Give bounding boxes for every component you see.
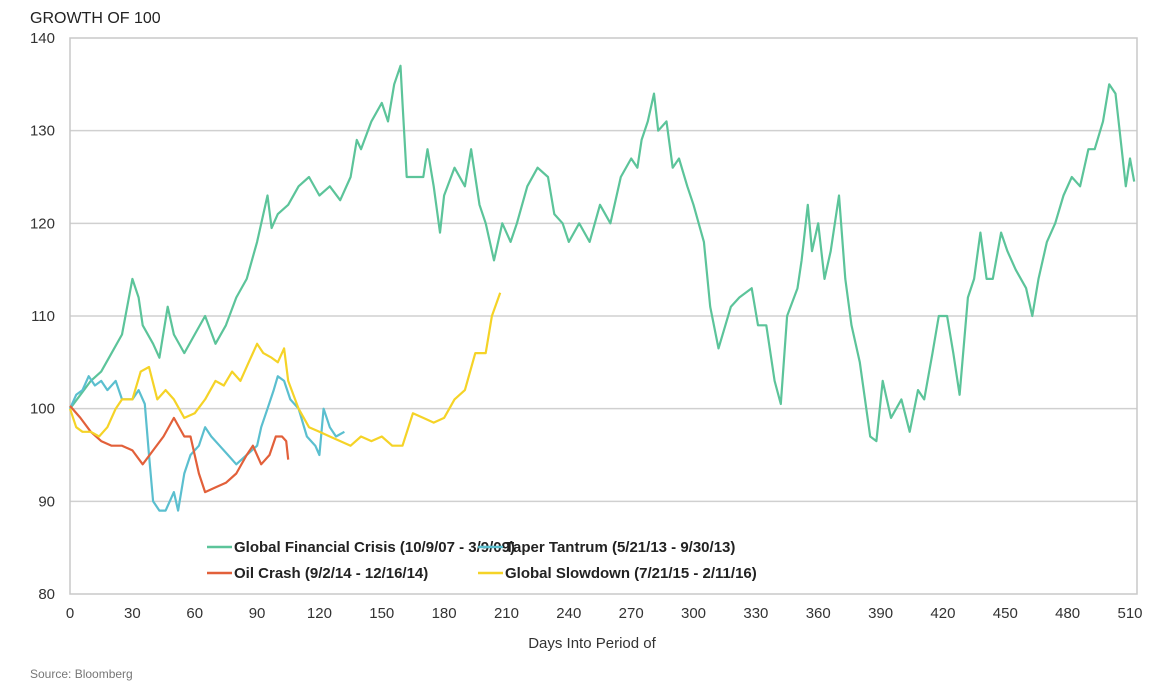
y-tick-label: 130: [30, 123, 55, 140]
y-axis: 80 90 100 110 120 130 140: [30, 30, 55, 603]
x-tick-label: 90: [249, 605, 266, 622]
source-note: Source: Bloomberg: [30, 667, 133, 681]
x-tick-label: 450: [993, 605, 1018, 622]
legend-label: Global Financial Crisis (10/9/07 - 3/9/0…: [234, 539, 515, 556]
series-line-2: [69, 405, 290, 494]
legend-label: Global Slowdown (7/21/15 - 2/11/16): [505, 565, 757, 582]
x-tick-label: 330: [743, 605, 768, 622]
series-lines: [68, 64, 1136, 512]
x-tick-label: 150: [369, 605, 394, 622]
x-tick-label: 300: [681, 605, 706, 622]
x-axis-label: Days Into Period of: [528, 635, 656, 652]
x-tick-label: 210: [494, 605, 519, 622]
x-tick-label: 120: [307, 605, 332, 622]
x-tick-label: 360: [806, 605, 831, 622]
x-tick-label: 510: [1117, 605, 1142, 622]
x-tick-label: 480: [1055, 605, 1080, 622]
grid: [70, 129, 1137, 503]
y-tick-label: 80: [38, 586, 55, 603]
legend-label: Taper Tantrum (5/21/13 - 9/30/13): [505, 539, 735, 556]
x-tick-label: 0: [66, 605, 74, 622]
legend: Global Financial Crisis (10/9/07 - 3/9/0…: [207, 539, 757, 582]
x-tick-label: 420: [930, 605, 955, 622]
y-tick-label: 90: [38, 493, 55, 510]
x-tick-label: 390: [868, 605, 893, 622]
series-line-3: [68, 292, 502, 447]
x-tick-label: 240: [556, 605, 581, 622]
x-tick-label: 60: [186, 605, 203, 622]
y-tick-label: 120: [30, 215, 55, 232]
y-tick-label: 100: [30, 401, 55, 418]
x-axis: 0 30 60 90 120 150 180 210 240 270 300 330 360 390 420…: [66, 605, 1143, 622]
x-tick-label: 270: [619, 605, 644, 622]
x-tick-label: 30: [124, 605, 141, 622]
plot-frame: [69, 37, 1138, 595]
series-line-0: [69, 64, 1136, 443]
y-tick-label: 140: [30, 30, 55, 47]
legend-label: Oil Crash (9/2/14 - 12/16/14): [234, 565, 428, 582]
y-tick-label: 110: [31, 308, 55, 325]
chart-title: GROWTH OF 100: [30, 10, 161, 27]
x-tick-label: 180: [432, 605, 457, 622]
